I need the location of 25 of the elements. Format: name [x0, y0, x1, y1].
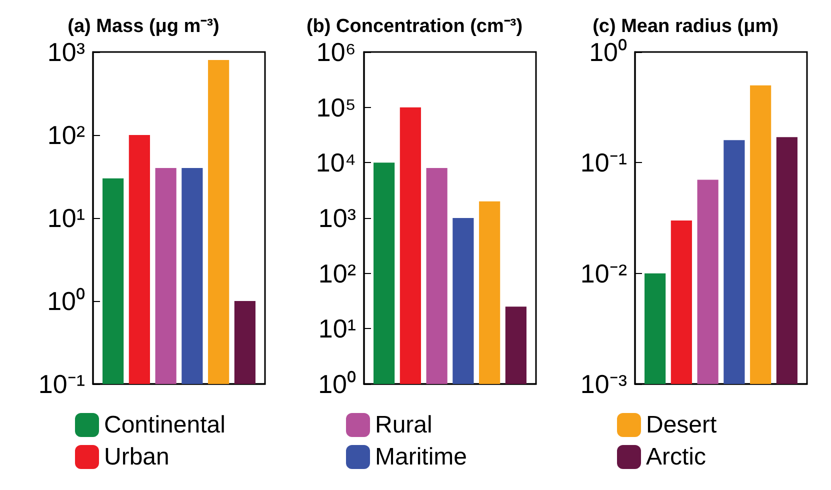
chart-title: (b) Concentration (cm⁻³): [306, 16, 523, 37]
y-tick-label: 10⁰: [589, 37, 627, 67]
y-tick-label: 10⁻²: [580, 258, 628, 288]
y-tick-label: 10⁶: [316, 37, 356, 67]
y-tick-label: 10¹: [47, 203, 86, 233]
y-tick-label: 10³: [318, 203, 356, 233]
y-tick-label: 10²: [47, 120, 86, 150]
y-tick-label: 10⁻¹: [38, 369, 86, 399]
y-tick-label: 10⁵: [316, 92, 356, 122]
chart-title: (c) Mean radius (μm): [592, 16, 778, 37]
y-tick-label: 10⁻¹: [580, 148, 628, 178]
y-tick-label: 10⁰: [47, 286, 85, 316]
y-tick-label: 10⁰: [318, 369, 356, 399]
legend-label: Maritime: [375, 444, 468, 470]
legend-label: Rural: [375, 412, 432, 438]
y-tick-label: 10¹: [318, 314, 356, 344]
y-tick-label: 10⁻³: [580, 369, 628, 399]
legend-label: Continental: [104, 412, 226, 438]
chart-title: (a) Mass (μg m⁻³): [68, 16, 220, 37]
legend-label: Urban: [104, 444, 170, 470]
legend-label: Desert: [646, 412, 718, 438]
y-tick-label: 10²: [318, 258, 356, 288]
legend-label: Arctic: [646, 444, 706, 470]
y-tick-label: 10³: [47, 37, 86, 67]
y-tick-label: 10⁴: [316, 148, 356, 178]
